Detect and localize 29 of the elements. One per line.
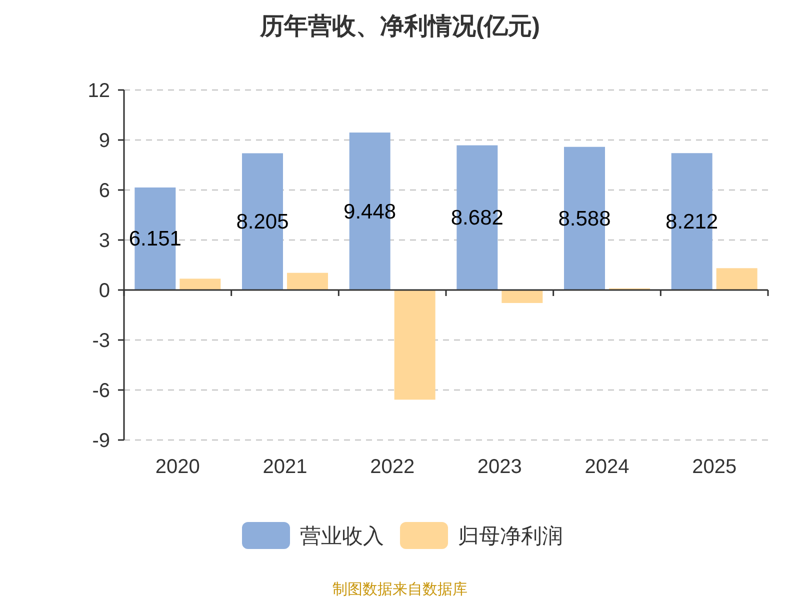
y-tick-label: -3 [92, 330, 110, 352]
bar [394, 290, 436, 400]
data-label: 6.151 [128, 228, 182, 251]
text: 制图数据来自数据库 [332, 581, 468, 598]
x-tick-label: 2025 [692, 456, 737, 478]
x-tick-label: 2021 [262, 456, 308, 478]
bar [180, 278, 221, 290]
y-tick-label: 9 [98, 130, 110, 152]
legend-label: 归母净利润 [458, 525, 563, 548]
x-tick-label: 2024 [584, 456, 630, 478]
y-tick-label: -9 [92, 430, 110, 452]
y-tick-label: 12 [88, 80, 110, 102]
x-tick-label: 2022 [370, 456, 415, 478]
data-label: 8.682 [450, 206, 504, 230]
data-label: 9.448 [344, 200, 396, 224]
chart-title: 历年营收、净利情况(亿元) [259, 13, 540, 40]
bar [716, 268, 758, 290]
y-tick-label: -6 [92, 380, 110, 402]
legend-label: 营业收入 [300, 525, 384, 548]
y-tick-label: 3 [98, 230, 110, 252]
y-tick-label: 0 [98, 280, 110, 302]
x-tick-label: 2023 [477, 456, 522, 478]
data-label: 8.588 [558, 207, 611, 230]
bar [502, 290, 543, 303]
y-tick-label: 6 [98, 180, 110, 202]
x-tick-label: 2020 [155, 456, 200, 478]
bar [287, 272, 328, 290]
data-label: 8.212 [666, 210, 718, 234]
data-label: 8.205 [236, 210, 289, 234]
